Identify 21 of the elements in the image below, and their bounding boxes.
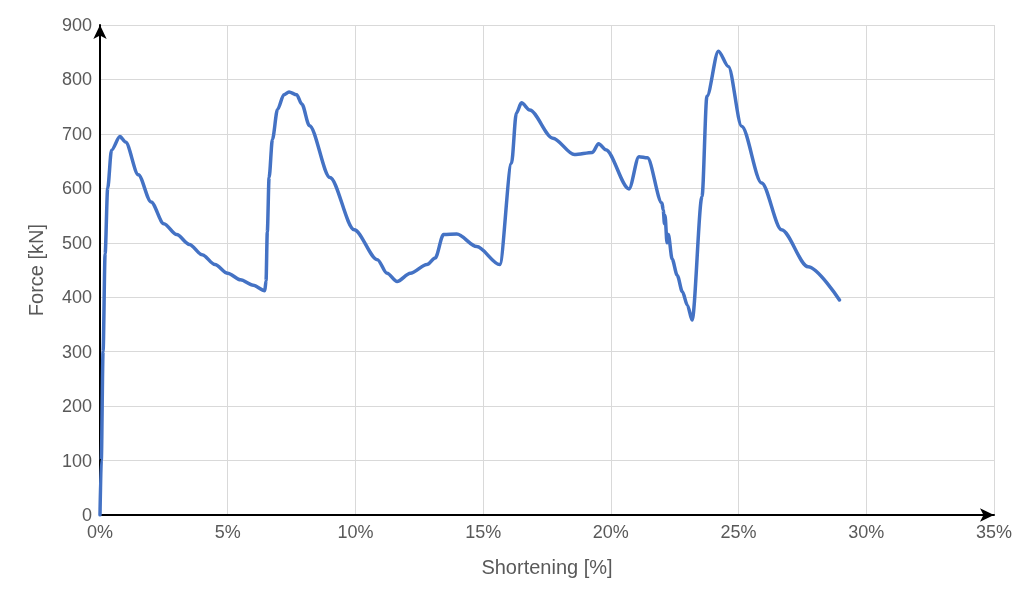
y-tick-label: 0 [81,505,92,525]
y-tick-label: 200 [61,396,92,417]
x-tick-label: 30% [848,522,885,542]
y-tick-label: 700 [61,123,92,144]
x-tick-label: 20% [592,522,629,542]
y-tick-label: 100 [61,450,92,471]
y-tick-label: 500 [61,232,92,253]
x-tick-label: 25% [720,522,757,542]
x-tick-label: 35% [975,522,1013,542]
x-tick-label: 5% [214,522,241,542]
y-tick-label: 400 [61,287,92,308]
y-tick-label: 800 [61,69,92,90]
line-series [98,49,842,517]
y-tick-label: 300 [61,341,92,362]
x-axis-title: Shortening [%] [481,556,613,578]
x-tick-label: 15% [465,522,502,542]
x-tick-label: 0% [86,522,114,542]
y-axis-title: Force [kN] [25,223,47,317]
x-tick-label: 10% [337,522,374,542]
y-tick-label: 600 [61,178,92,199]
y-tick-label: 900 [61,15,92,35]
